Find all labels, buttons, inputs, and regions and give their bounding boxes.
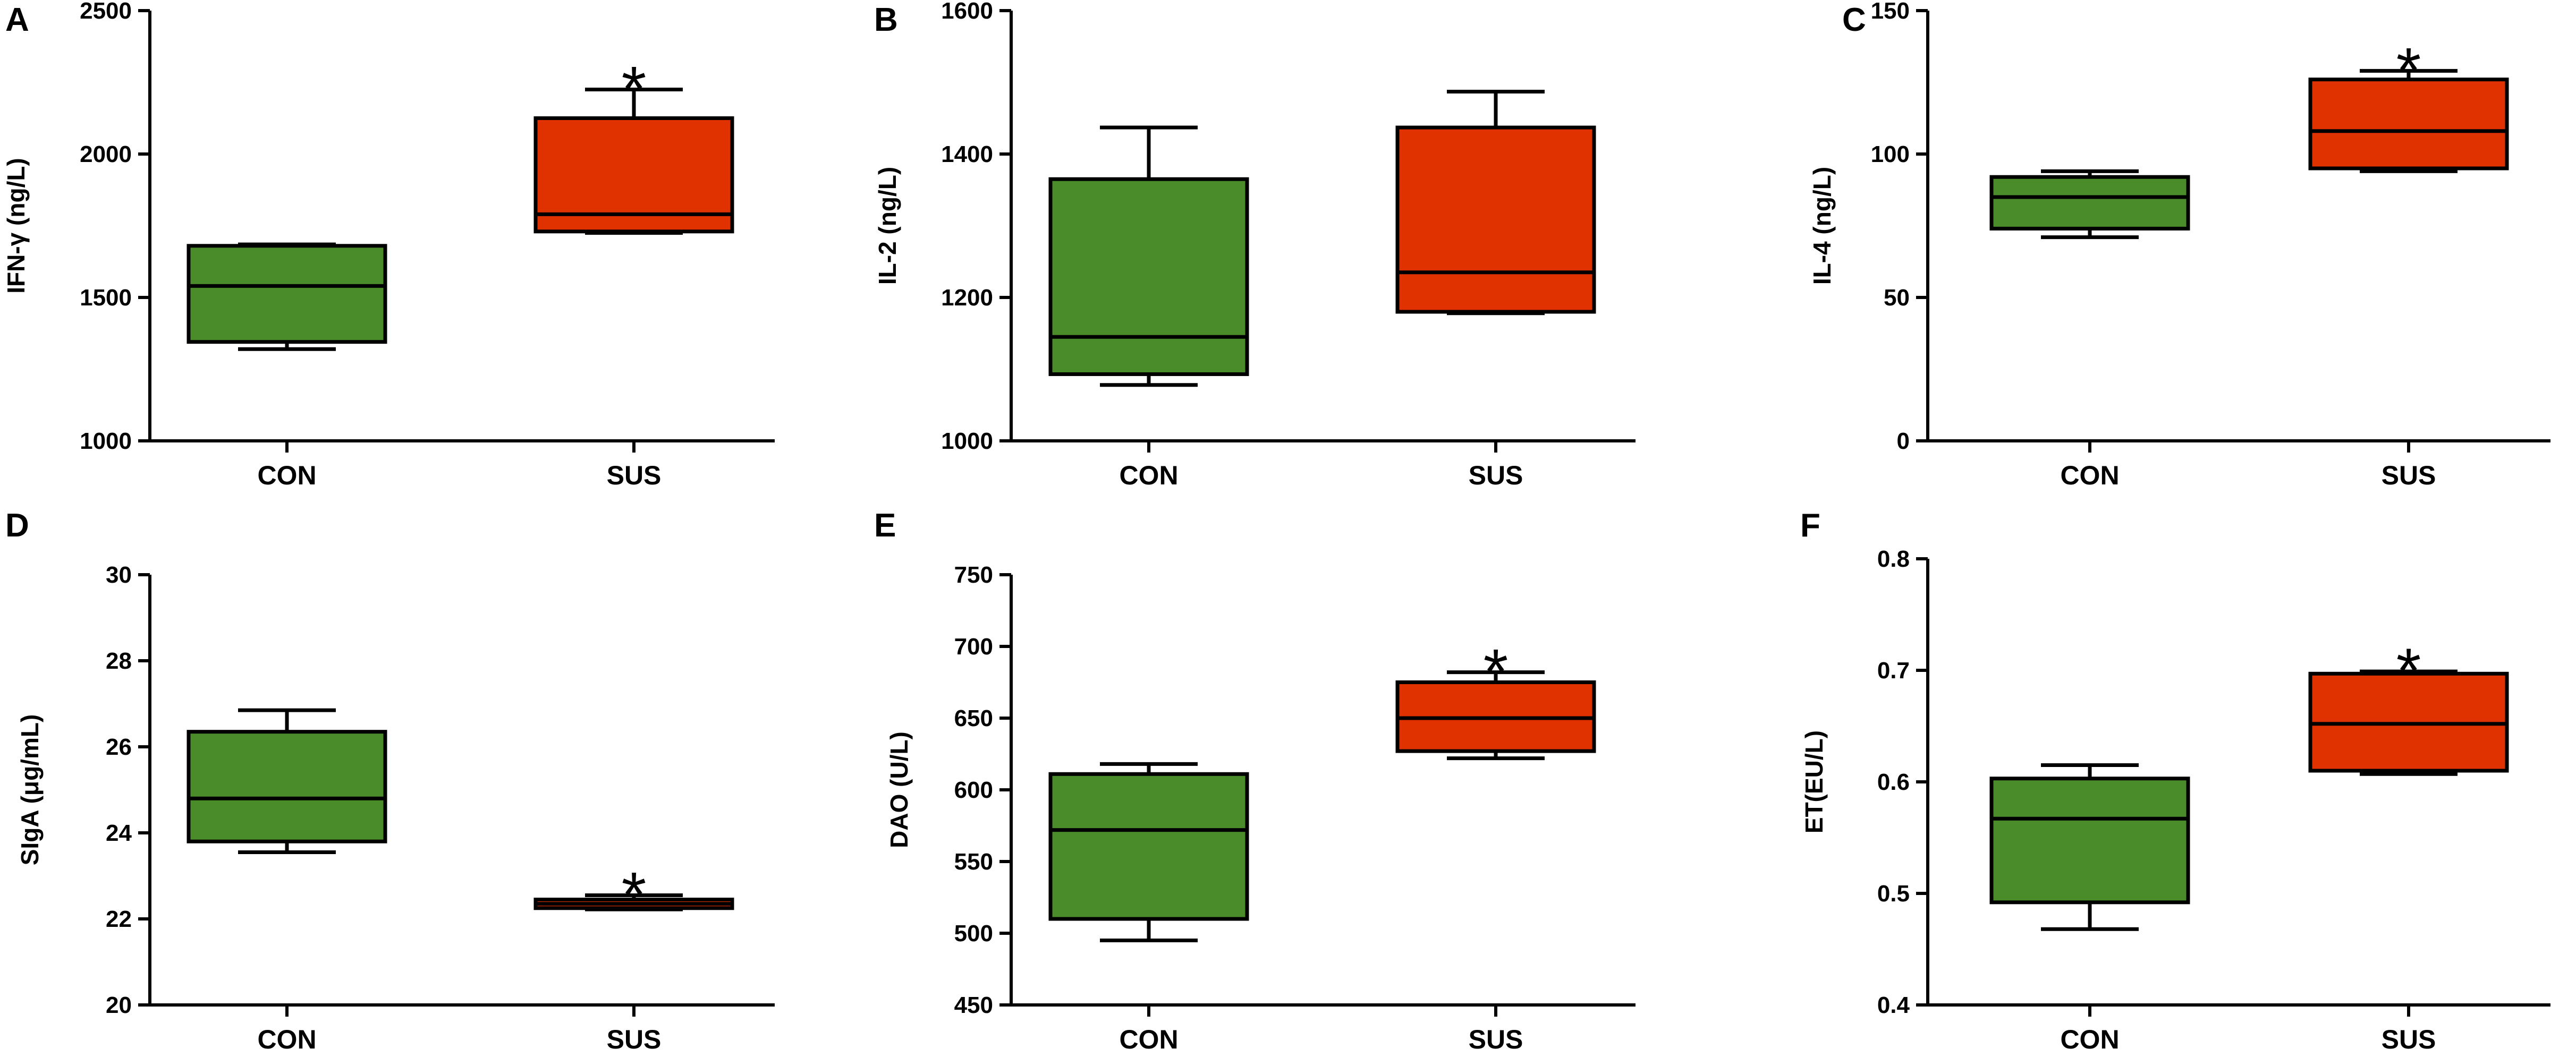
y-tick-label: 1000 — [80, 428, 132, 454]
x-tick-label: SUS — [607, 1025, 662, 1054]
box-iqr — [1989, 175, 2190, 231]
box-sus — [1395, 670, 1596, 761]
panel-letter: A — [5, 2, 29, 38]
x-tick-label: SUS — [607, 461, 662, 490]
panel-letter: D — [5, 507, 29, 544]
panel-letter: E — [874, 507, 896, 544]
box-iqr — [1048, 772, 1249, 921]
y-tick-label: 1200 — [941, 285, 993, 311]
y-tick-label: 150 — [1871, 0, 1910, 24]
panel-b: B 1000 1200 1400 1600 IL-2 (ng/L) CON SUS — [874, 0, 1636, 490]
box-con — [1048, 762, 1249, 942]
y-tick-label: 450 — [954, 992, 993, 1018]
panel-c: C 0 50 100 150 IL-4 (ng/L) CON SUS * — [1808, 0, 2550, 490]
panel-f: F 0.4 0.5 0.6 0.7 0.8 ET(EU/L) CON SUS * — [1800, 507, 2550, 1054]
y-tick-label: 22 — [106, 906, 132, 932]
y-tick-label: 1500 — [80, 285, 132, 311]
significance-star: * — [1484, 636, 1509, 707]
box-sus — [2308, 69, 2509, 173]
box-con — [187, 708, 387, 854]
y-tick-label: 30 — [106, 562, 132, 588]
box-iqr — [1395, 125, 1596, 314]
box-con — [1989, 763, 2190, 931]
box-con — [187, 242, 387, 351]
x-tick-label: CON — [2060, 1025, 2119, 1054]
y-axis-label: IFN-γ (ng/L) — [2, 158, 30, 294]
panel-d: D 20 22 24 26 28 30 SIgA (μg/mL) CON SUS * — [5, 507, 775, 1054]
x-tick-label: SUS — [1469, 1025, 1523, 1054]
y-axis-label: IL-2 (ng/L) — [874, 167, 901, 285]
box-sus — [2308, 669, 2509, 776]
panel-letter: C — [1842, 2, 1866, 38]
y-tick-label: 2000 — [80, 141, 132, 167]
significance-star: * — [2396, 635, 2421, 706]
y-tick-label: 650 — [954, 705, 993, 731]
y-tick-label: 0.8 — [1877, 546, 1910, 572]
y-axis-label: IL-4 (ng/L) — [1808, 167, 1836, 285]
significance-star: * — [622, 859, 647, 930]
box-iqr — [2308, 78, 2509, 171]
y-tick-label: 0 — [1897, 428, 1910, 454]
y-tick-label: 600 — [954, 777, 993, 803]
y-tick-label: 1600 — [941, 0, 993, 24]
y-tick-label: 1400 — [941, 141, 993, 167]
y-tick-label: 0.7 — [1877, 658, 1910, 684]
box-con — [1048, 125, 1249, 387]
panel-a: A 1000 1500 2000 2500 IFN-γ (ng/L) CON SUS * — [2, 0, 775, 490]
x-tick-label: CON — [257, 1025, 316, 1054]
y-tick-label: 20 — [106, 992, 132, 1018]
significance-star: * — [2396, 35, 2421, 106]
y-tick-label: 750 — [954, 562, 993, 588]
x-tick-label: CON — [1119, 461, 1178, 490]
x-tick-label: SUS — [2382, 461, 2436, 490]
y-tick-label: 0.4 — [1877, 992, 1910, 1018]
y-tick-label: 24 — [106, 820, 132, 846]
y-tick-label: 26 — [106, 734, 132, 760]
y-axis-label: SIgA (μg/mL) — [16, 714, 44, 866]
y-tick-label: 500 — [954, 920, 993, 947]
significance-star: * — [622, 54, 647, 125]
panel-letter: B — [874, 2, 898, 38]
box-sus — [1395, 90, 1596, 316]
y-tick-label: 0.6 — [1877, 769, 1910, 795]
y-tick-label: 0.5 — [1877, 881, 1910, 907]
y-tick-label: 2500 — [80, 0, 132, 24]
y-tick-label: 1000 — [941, 428, 993, 454]
y-tick-label: 700 — [954, 634, 993, 660]
y-tick-label: 550 — [954, 849, 993, 875]
x-tick-label: CON — [257, 461, 316, 490]
x-tick-label: CON — [1119, 1025, 1178, 1054]
box-iqr — [187, 244, 387, 344]
x-tick-label: SUS — [2382, 1025, 2436, 1054]
box-iqr — [1048, 177, 1249, 376]
y-axis-label: DAO (U/L) — [885, 731, 913, 848]
y-tick-label: 50 — [1884, 285, 1910, 311]
box-iqr — [1989, 777, 2190, 905]
box-iqr — [187, 730, 387, 843]
panel-e: E 450 500 550 600 650 700 750 DAO (U/L) CON SUS * — [874, 507, 1636, 1054]
box-sus — [533, 88, 734, 235]
x-tick-label: SUS — [1469, 461, 1523, 490]
y-tick-label: 28 — [106, 648, 132, 674]
y-axis-label: ET(EU/L) — [1800, 730, 1828, 833]
box-con — [1989, 169, 2190, 240]
panel-letter: F — [1800, 507, 1820, 544]
x-tick-label: CON — [2060, 461, 2119, 490]
box-sus — [533, 893, 734, 911]
y-tick-label: 100 — [1871, 141, 1910, 167]
